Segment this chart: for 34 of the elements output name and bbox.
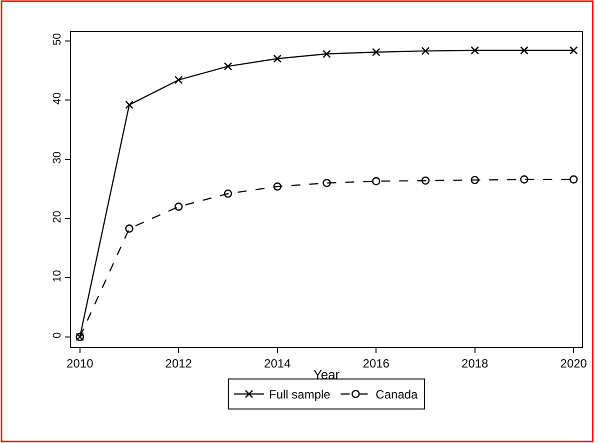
point	[273, 182, 282, 191]
y-tick-label: 30	[52, 152, 64, 164]
y-tick-label: 50	[52, 33, 64, 46]
x-tick-label: 2010	[66, 356, 94, 370]
x-tick-label: 2014	[264, 356, 292, 370]
y-tick-label: 0	[52, 332, 64, 338]
point	[224, 62, 232, 70]
point	[569, 46, 578, 55]
point	[470, 46, 480, 55]
x-tick-label: 2012	[165, 356, 192, 370]
point	[273, 54, 282, 63]
x-tick-label: 2018	[462, 356, 489, 370]
x-tick-label: 2016	[362, 356, 390, 370]
point	[372, 48, 380, 56]
legend-label: Full sample	[269, 388, 331, 402]
point	[224, 189, 232, 198]
point	[470, 176, 480, 184]
point	[174, 76, 183, 84]
point	[125, 224, 134, 233]
y-tick-label: 40	[52, 92, 64, 105]
point	[421, 176, 430, 185]
legend-label: Canada	[376, 388, 418, 402]
y-tick-label: 10	[52, 270, 64, 282]
point	[372, 177, 380, 186]
point	[322, 50, 331, 58]
point	[520, 46, 528, 55]
x-tick-label: 2020	[560, 356, 588, 370]
point	[569, 175, 578, 184]
y-tick-label: 20	[52, 210, 64, 223]
point	[421, 46, 430, 56]
point	[322, 178, 331, 188]
point	[520, 175, 528, 184]
point	[125, 100, 134, 109]
point	[174, 202, 183, 211]
